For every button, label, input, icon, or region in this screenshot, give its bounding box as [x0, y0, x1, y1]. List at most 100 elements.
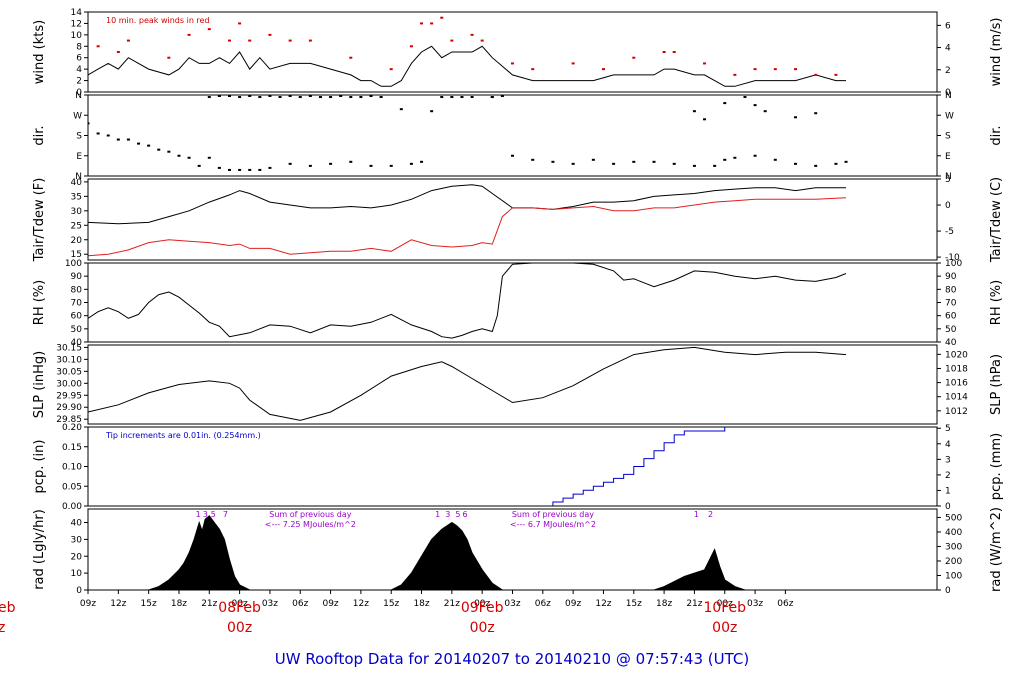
series-point [511, 62, 514, 65]
series-point [268, 95, 272, 98]
series-point [228, 168, 231, 171]
series-point [177, 154, 181, 157]
rad-note-line1: Sum of previous day [269, 510, 351, 519]
series-step [88, 427, 847, 506]
ylabel-right: dir. [989, 125, 1004, 145]
ylabel-right: SLP (hPa) [989, 354, 1004, 415]
series-point [612, 162, 616, 165]
series-point [389, 164, 393, 167]
series-line-0 [88, 45, 846, 87]
series-point [692, 110, 696, 113]
xtick-label: 09z [322, 599, 338, 609]
ytick-label: N [75, 91, 82, 101]
series-point [228, 39, 231, 42]
ytick-label: 0.00 [62, 502, 82, 512]
ytick-label-right: 6 [945, 21, 951, 31]
panel-frame [87, 94, 938, 177]
xtick-label: 12z [353, 599, 369, 609]
series-point [480, 39, 484, 42]
xtick-label: 06z [292, 599, 308, 609]
series-point [207, 156, 211, 159]
ytick-label: 0.20 [62, 423, 82, 433]
ytick-label: 29.85 [56, 415, 82, 425]
ytick-label: 100 [65, 259, 82, 269]
ylabel-left: SLP (inHg) [32, 351, 47, 419]
xtick-label: 09z [565, 599, 581, 609]
ytick-label-right: 4 [945, 440, 951, 450]
series-point [268, 33, 272, 36]
series-point [308, 39, 312, 42]
peak-marker: 3 [203, 510, 208, 519]
series-point [430, 110, 434, 113]
series-point [723, 102, 727, 105]
ylabel-right: Tair/Tdew (C) [989, 177, 1004, 263]
series-point [440, 96, 444, 99]
series-point [814, 112, 818, 115]
series-point [126, 39, 130, 42]
ytick-label-right: 50 [945, 325, 957, 335]
xtick-label: 15z [626, 599, 642, 609]
series-group [88, 95, 848, 171]
xtick-label: 15z [141, 599, 157, 609]
day-label-date: 09Feb [461, 600, 504, 616]
panel-frame [87, 344, 938, 425]
ytick-label-right: E [945, 152, 951, 162]
series-point [409, 162, 413, 165]
ytick-label: 50 [71, 325, 83, 335]
series-point [692, 164, 696, 167]
series-point [500, 95, 504, 98]
ytick-label-right: S [945, 132, 951, 142]
series-point [278, 96, 282, 99]
ytick-label: S [76, 132, 82, 142]
ytick-label-right: 5 [945, 424, 951, 434]
series-point [238, 168, 242, 171]
ytick-label: 0.10 [62, 463, 82, 473]
ytick-label: 30.05 [56, 367, 82, 377]
ytick-label: 0.05 [62, 482, 82, 492]
peak-marker: 5 [211, 510, 216, 519]
ytick-label-right: 5 [945, 175, 951, 185]
series-point [703, 118, 707, 121]
series-point [409, 45, 413, 48]
ytick-label-right: 1 [945, 486, 951, 496]
series-point [217, 166, 221, 169]
series-point [187, 33, 191, 36]
ytick-label-right: 90 [945, 272, 957, 282]
xtick-label: 18z [656, 599, 672, 609]
xtick-label: 21z [201, 599, 217, 609]
ylabel-right: pcp. (mm) [989, 433, 1004, 500]
panel-annotation: 10 min. peak winds in red [106, 16, 210, 25]
xtick-label: 06z [777, 599, 793, 609]
series-point [187, 156, 191, 159]
series-point [298, 96, 302, 99]
ytick-label-right: 0 [945, 502, 951, 512]
series-point [834, 162, 838, 165]
series-point [834, 73, 838, 76]
series-point [389, 68, 393, 71]
rad-note-line2: <--- 7.25 MJoules/m^2 [265, 520, 356, 529]
series-point [207, 28, 211, 31]
series-group [88, 427, 847, 506]
ytick-label: 40 [71, 519, 83, 529]
rad-note-line2: <--- 6.7 MJoules/m^2 [510, 520, 596, 529]
ytick-label: 29.90 [56, 403, 82, 413]
series-point [238, 96, 242, 99]
peak-marker: 3 [445, 510, 450, 519]
series-point [713, 164, 717, 167]
series-point [339, 95, 343, 98]
day-label-date: 10Feb [703, 600, 746, 616]
series-point [632, 56, 636, 59]
ytick-label: 10 [71, 31, 83, 41]
ylabel-right: rad (W/m^2) [989, 507, 1004, 592]
ytick-label-right: 200 [945, 557, 962, 567]
series-point [763, 110, 767, 113]
ytick-label: 12 [71, 19, 82, 29]
series-point [147, 144, 151, 147]
xtick-label: 15z [383, 599, 399, 609]
series-line-0 [88, 346, 847, 421]
xtick-label: 18z [171, 599, 187, 609]
ytick-label-right: 70 [945, 299, 957, 309]
peak-marker: 1 [694, 510, 699, 519]
day-label-time: 00z [227, 620, 252, 636]
ytick-label-right: 80 [945, 285, 957, 295]
